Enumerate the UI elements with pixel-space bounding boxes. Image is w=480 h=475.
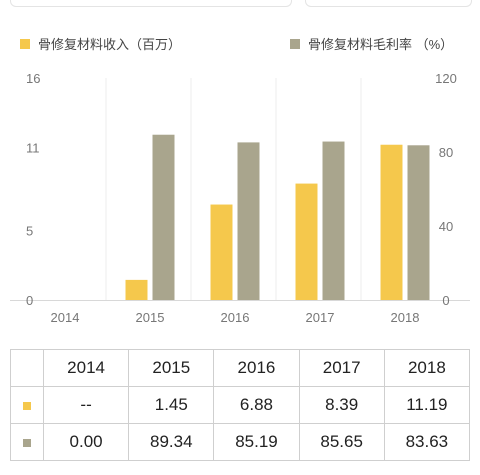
table-cell: 0.00	[42, 423, 130, 461]
margin-swatch	[23, 439, 31, 447]
y-right-tick-label: 0	[442, 293, 449, 308]
legend-item-margin: 骨修复材料毛利率 （%）	[290, 34, 453, 53]
table-cell: 83.63	[383, 423, 471, 461]
table-header-cell: 2015	[128, 349, 215, 387]
table-cell: 85.65	[298, 423, 385, 461]
y-left-tick-label: 0	[26, 293, 33, 308]
grid-layer	[10, 78, 470, 301]
bar-revenue-2017	[295, 183, 318, 300]
table-row-swatch-cell	[10, 386, 44, 424]
table-header-row: 2014 2015 2016 2017 2018	[10, 349, 471, 387]
table-header-cell: 2016	[213, 349, 300, 387]
bar-revenue-2016	[210, 204, 233, 300]
data-table: 2014 2015 2016 2017 2018 -- 1.45 6.88 8.…	[10, 349, 471, 461]
legend-swatch-margin	[290, 38, 300, 49]
table-header-cell: 2018	[383, 349, 471, 387]
bar-revenue-2018	[380, 144, 403, 300]
bar-margin-2016	[237, 142, 260, 300]
x-tick-label: 2015	[136, 310, 165, 325]
y-right-tick-label: 80	[439, 145, 453, 160]
bar-margin-2015	[152, 134, 175, 300]
chart-area: 16 11 5 0 120 80 40 0 2014 2015 2016 2017 2018	[10, 71, 470, 325]
y-left-tick-label: 16	[26, 71, 40, 86]
legend-swatch-revenue	[20, 38, 30, 49]
x-tick-label: 2018	[391, 310, 420, 325]
table-cell: 8.39	[298, 386, 385, 424]
y-left-tick-label: 11	[26, 140, 40, 155]
bar-margin-2017	[322, 141, 345, 300]
bar-revenue-2015	[125, 279, 148, 300]
legend-label-margin: 骨修复材料毛利率 （%）	[308, 37, 454, 52]
labels-layer: 16 11 5 0 120 80 40 0 2014 2015 2016 2017 2018	[26, 71, 457, 325]
x-tick-label: 2017	[306, 310, 335, 325]
x-tick-label: 2016	[221, 310, 250, 325]
table-cell: 6.88	[213, 386, 300, 424]
revenue-swatch	[23, 402, 31, 410]
table-cell: --	[42, 386, 130, 424]
legend-label-revenue: 骨修复材料收入（百万）	[38, 37, 182, 52]
table-cell: 1.45	[128, 386, 215, 424]
table-header-cell: 2017	[298, 349, 385, 387]
table-cell: 11.19	[383, 386, 471, 424]
y-right-tick-label: 120	[435, 71, 457, 86]
bars-layer	[125, 134, 430, 300]
table-cell: 85.19	[213, 423, 300, 461]
bar-margin-2018	[407, 145, 430, 300]
top-decoration	[0, 0, 480, 8]
table-header-cell	[10, 349, 44, 387]
y-left-tick-label: 5	[26, 224, 33, 239]
table-row-margin: 0.00 89.34 85.19 85.65 83.63	[10, 423, 471, 461]
table-header-cell: 2014	[42, 349, 130, 387]
legend-item-revenue: 骨修复材料收入（百万）	[20, 34, 181, 53]
x-tick-label: 2014	[51, 310, 80, 325]
table-row-swatch-cell	[10, 423, 44, 461]
table-cell: 89.34	[128, 423, 215, 461]
y-right-tick-label: 40	[439, 219, 453, 234]
table-row-revenue: -- 1.45 6.88 8.39 11.19	[10, 386, 471, 424]
